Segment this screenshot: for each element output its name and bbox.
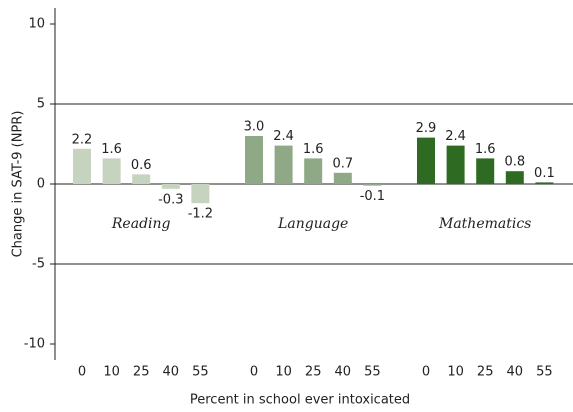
y-tick-label: 5 bbox=[37, 97, 45, 112]
y-tick-label: -10 bbox=[24, 337, 45, 352]
x-tick-label: 25 bbox=[305, 365, 322, 380]
bar bbox=[132, 174, 151, 184]
bar bbox=[191, 184, 210, 204]
y-tick-label: 0 bbox=[37, 177, 45, 192]
data-label: 0.1 bbox=[534, 166, 555, 181]
x-axis-title: Percent in school ever intoxicated bbox=[190, 393, 410, 408]
x-tick-label: 55 bbox=[192, 365, 209, 380]
bar bbox=[304, 158, 323, 184]
x-tick-label: 40 bbox=[507, 365, 524, 380]
bar bbox=[505, 171, 524, 184]
x-tick-label: 10 bbox=[447, 365, 464, 380]
x-tick-label: 55 bbox=[536, 365, 553, 380]
bar bbox=[73, 148, 91, 184]
x-tick-label: 10 bbox=[103, 365, 120, 380]
data-label: 1.6 bbox=[101, 142, 122, 157]
x-tick-label: 0 bbox=[422, 365, 430, 380]
bar bbox=[274, 145, 293, 184]
bar bbox=[446, 145, 465, 184]
data-label: 0.7 bbox=[332, 156, 353, 171]
bar bbox=[161, 184, 180, 189]
data-label: -1.2 bbox=[188, 207, 213, 222]
x-tick-label: 40 bbox=[335, 365, 352, 380]
bar bbox=[245, 136, 263, 184]
bar bbox=[102, 158, 121, 184]
series-label: Language bbox=[277, 216, 348, 232]
data-label: 2.2 bbox=[72, 132, 93, 147]
y-axis-title: Change in SAT-9 (NPR) bbox=[11, 111, 26, 258]
x-tick-label: 25 bbox=[133, 365, 150, 380]
x-tick-label: 55 bbox=[364, 365, 381, 380]
x-tick-label: 25 bbox=[477, 365, 494, 380]
x-tick-label: 0 bbox=[250, 365, 258, 380]
bar bbox=[535, 182, 554, 184]
bar bbox=[333, 172, 352, 184]
data-label: 2.4 bbox=[273, 129, 294, 144]
y-tick-label: 10 bbox=[28, 17, 45, 32]
bar bbox=[363, 184, 382, 186]
x-tick-label: 10 bbox=[275, 365, 292, 380]
series-label: Mathematics bbox=[438, 216, 531, 232]
data-label: 2.9 bbox=[416, 121, 437, 136]
data-label: 3.0 bbox=[244, 120, 265, 135]
data-label: 0.8 bbox=[504, 155, 525, 170]
data-label: -0.1 bbox=[360, 189, 385, 204]
data-label: 2.4 bbox=[445, 129, 466, 144]
data-label: -0.3 bbox=[158, 192, 183, 207]
y-tick-label: -5 bbox=[32, 257, 45, 272]
series-label: Reading bbox=[111, 216, 171, 232]
data-label: 1.6 bbox=[475, 142, 496, 157]
data-label: 0.6 bbox=[131, 158, 152, 173]
x-tick-label: 40 bbox=[163, 365, 180, 380]
bar bbox=[417, 137, 435, 184]
data-label: 1.6 bbox=[303, 142, 324, 157]
bar bbox=[476, 158, 495, 184]
x-tick-label: 0 bbox=[78, 365, 86, 380]
